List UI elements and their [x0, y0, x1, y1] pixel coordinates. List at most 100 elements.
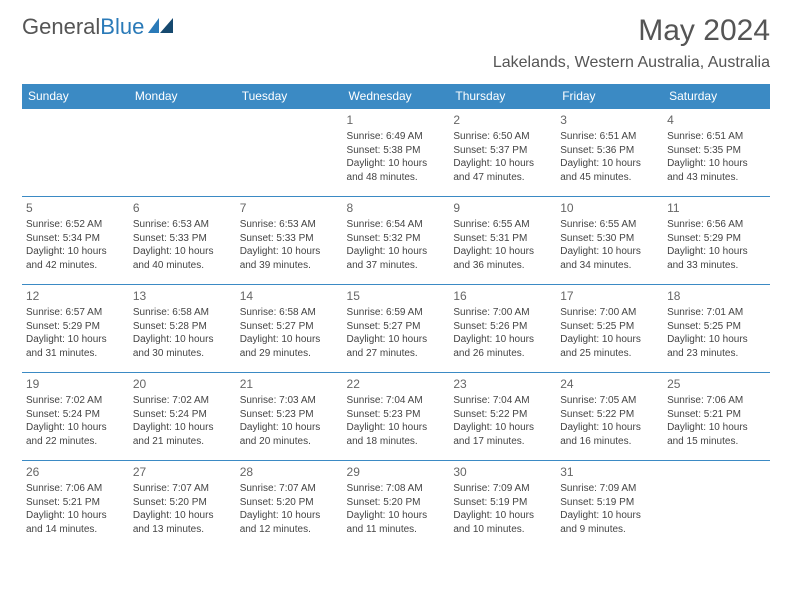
sunrise-line: Sunrise: 6:55 AM — [560, 218, 659, 232]
calendar-cell: 14Sunrise: 6:58 AMSunset: 5:27 PMDayligh… — [236, 285, 343, 373]
day-number: 18 — [667, 288, 766, 304]
daylight-line: Daylight: 10 hours and 34 minutes. — [560, 245, 659, 272]
daylight-line: Daylight: 10 hours and 27 minutes. — [347, 333, 446, 360]
daylight-line: Daylight: 10 hours and 48 minutes. — [347, 157, 446, 184]
calendar-cell: 19Sunrise: 7:02 AMSunset: 5:24 PMDayligh… — [22, 373, 129, 461]
sunrise-line: Sunrise: 6:59 AM — [347, 306, 446, 320]
daylight-line: Daylight: 10 hours and 14 minutes. — [26, 509, 125, 536]
title-block: May 2024 Lakelands, Western Australia, A… — [493, 14, 770, 72]
day-number: 25 — [667, 376, 766, 392]
weekday-header-row: SundayMondayTuesdayWednesdayThursdayFrid… — [22, 84, 770, 109]
calendar-cell: 16Sunrise: 7:00 AMSunset: 5:26 PMDayligh… — [449, 285, 556, 373]
calendar-cell: 7Sunrise: 6:53 AMSunset: 5:33 PMDaylight… — [236, 197, 343, 285]
day-number: 17 — [560, 288, 659, 304]
sunset-line: Sunset: 5:20 PM — [133, 496, 232, 510]
day-number: 4 — [667, 112, 766, 128]
sunset-line: Sunset: 5:25 PM — [667, 320, 766, 334]
calendar-cell: 31Sunrise: 7:09 AMSunset: 5:19 PMDayligh… — [556, 461, 663, 549]
calendar-cell: 1Sunrise: 6:49 AMSunset: 5:38 PMDaylight… — [343, 109, 450, 197]
sunset-line: Sunset: 5:33 PM — [240, 232, 339, 246]
calendar-row: 1Sunrise: 6:49 AMSunset: 5:38 PMDaylight… — [22, 109, 770, 197]
day-number: 16 — [453, 288, 552, 304]
day-number: 6 — [133, 200, 232, 216]
sunset-line: Sunset: 5:37 PM — [453, 144, 552, 158]
sunset-line: Sunset: 5:19 PM — [560, 496, 659, 510]
weekday-header: Thursday — [449, 84, 556, 109]
sunrise-line: Sunrise: 6:49 AM — [347, 130, 446, 144]
calendar-cell: 20Sunrise: 7:02 AMSunset: 5:24 PMDayligh… — [129, 373, 236, 461]
sunset-line: Sunset: 5:29 PM — [26, 320, 125, 334]
day-number: 28 — [240, 464, 339, 480]
daylight-line: Daylight: 10 hours and 42 minutes. — [26, 245, 125, 272]
sunrise-line: Sunrise: 6:52 AM — [26, 218, 125, 232]
sunset-line: Sunset: 5:22 PM — [453, 408, 552, 422]
daylight-line: Daylight: 10 hours and 33 minutes. — [667, 245, 766, 272]
day-number: 11 — [667, 200, 766, 216]
calendar-cell: 4Sunrise: 6:51 AMSunset: 5:35 PMDaylight… — [663, 109, 770, 197]
daylight-line: Daylight: 10 hours and 20 minutes. — [240, 421, 339, 448]
sunset-line: Sunset: 5:23 PM — [347, 408, 446, 422]
sunset-line: Sunset: 5:21 PM — [26, 496, 125, 510]
sunset-line: Sunset: 5:19 PM — [453, 496, 552, 510]
daylight-line: Daylight: 10 hours and 40 minutes. — [133, 245, 232, 272]
calendar-cell: 29Sunrise: 7:08 AMSunset: 5:20 PMDayligh… — [343, 461, 450, 549]
sunset-line: Sunset: 5:24 PM — [26, 408, 125, 422]
sunrise-line: Sunrise: 7:04 AM — [453, 394, 552, 408]
sunrise-line: Sunrise: 6:51 AM — [560, 130, 659, 144]
calendar-cell — [236, 109, 343, 197]
daylight-line: Daylight: 10 hours and 47 minutes. — [453, 157, 552, 184]
calendar-row: 26Sunrise: 7:06 AMSunset: 5:21 PMDayligh… — [22, 461, 770, 549]
daylight-line: Daylight: 10 hours and 25 minutes. — [560, 333, 659, 360]
sunset-line: Sunset: 5:31 PM — [453, 232, 552, 246]
sunset-line: Sunset: 5:36 PM — [560, 144, 659, 158]
sunrise-line: Sunrise: 6:51 AM — [667, 130, 766, 144]
calendar-cell: 18Sunrise: 7:01 AMSunset: 5:25 PMDayligh… — [663, 285, 770, 373]
daylight-line: Daylight: 10 hours and 17 minutes. — [453, 421, 552, 448]
sunset-line: Sunset: 5:32 PM — [347, 232, 446, 246]
daylight-line: Daylight: 10 hours and 39 minutes. — [240, 245, 339, 272]
daylight-line: Daylight: 10 hours and 12 minutes. — [240, 509, 339, 536]
sunset-line: Sunset: 5:27 PM — [347, 320, 446, 334]
page-title: May 2024 — [493, 14, 770, 48]
sunrise-line: Sunrise: 7:00 AM — [560, 306, 659, 320]
weekday-header: Wednesday — [343, 84, 450, 109]
location-text: Lakelands, Western Australia, Australia — [493, 54, 770, 72]
calendar-cell: 5Sunrise: 6:52 AMSunset: 5:34 PMDaylight… — [22, 197, 129, 285]
sunrise-line: Sunrise: 6:53 AM — [240, 218, 339, 232]
daylight-line: Daylight: 10 hours and 31 minutes. — [26, 333, 125, 360]
sunset-line: Sunset: 5:34 PM — [26, 232, 125, 246]
sunset-line: Sunset: 5:20 PM — [240, 496, 339, 510]
day-number: 14 — [240, 288, 339, 304]
calendar-cell — [663, 461, 770, 549]
logo-text-1: General — [22, 14, 100, 40]
calendar-cell: 9Sunrise: 6:55 AMSunset: 5:31 PMDaylight… — [449, 197, 556, 285]
day-number: 24 — [560, 376, 659, 392]
day-number: 30 — [453, 464, 552, 480]
sunset-line: Sunset: 5:33 PM — [133, 232, 232, 246]
daylight-line: Daylight: 10 hours and 9 minutes. — [560, 509, 659, 536]
day-number: 9 — [453, 200, 552, 216]
sunrise-line: Sunrise: 6:55 AM — [453, 218, 552, 232]
weekday-header: Friday — [556, 84, 663, 109]
daylight-line: Daylight: 10 hours and 43 minutes. — [667, 157, 766, 184]
sunset-line: Sunset: 5:25 PM — [560, 320, 659, 334]
sunset-line: Sunset: 5:22 PM — [560, 408, 659, 422]
sunrise-line: Sunrise: 7:04 AM — [347, 394, 446, 408]
sunrise-line: Sunrise: 6:58 AM — [133, 306, 232, 320]
calendar-cell: 8Sunrise: 6:54 AMSunset: 5:32 PMDaylight… — [343, 197, 450, 285]
daylight-line: Daylight: 10 hours and 26 minutes. — [453, 333, 552, 360]
sunset-line: Sunset: 5:24 PM — [133, 408, 232, 422]
calendar-body: 1Sunrise: 6:49 AMSunset: 5:38 PMDaylight… — [22, 109, 770, 549]
day-number: 22 — [347, 376, 446, 392]
daylight-line: Daylight: 10 hours and 16 minutes. — [560, 421, 659, 448]
calendar-cell: 28Sunrise: 7:07 AMSunset: 5:20 PMDayligh… — [236, 461, 343, 549]
daylight-line: Daylight: 10 hours and 13 minutes. — [133, 509, 232, 536]
sunset-line: Sunset: 5:20 PM — [347, 496, 446, 510]
sunrise-line: Sunrise: 7:07 AM — [133, 482, 232, 496]
calendar-cell: 6Sunrise: 6:53 AMSunset: 5:33 PMDaylight… — [129, 197, 236, 285]
day-number: 1 — [347, 112, 446, 128]
calendar-row: 19Sunrise: 7:02 AMSunset: 5:24 PMDayligh… — [22, 373, 770, 461]
day-number: 29 — [347, 464, 446, 480]
sunrise-line: Sunrise: 6:54 AM — [347, 218, 446, 232]
logo-icon — [148, 14, 174, 40]
